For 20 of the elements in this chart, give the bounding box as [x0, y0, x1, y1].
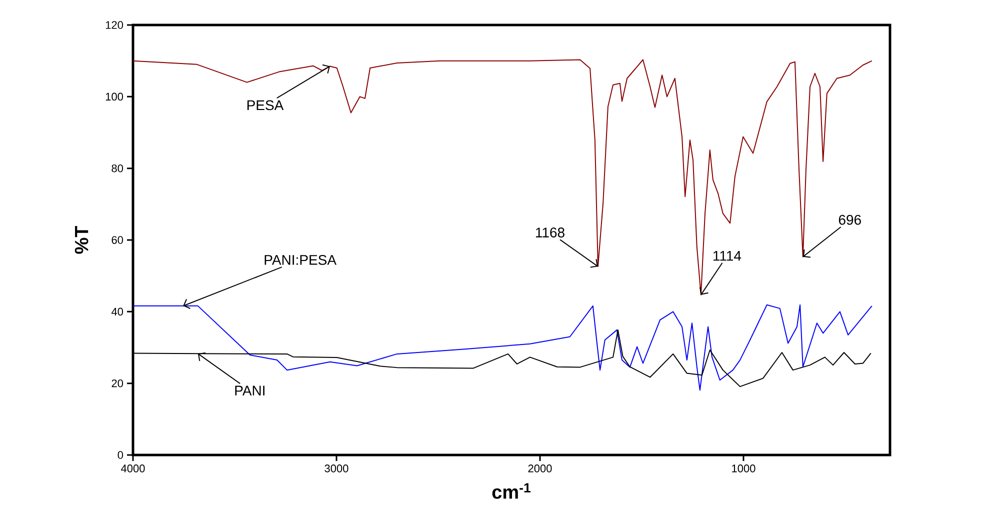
annotation: PANI:PESA [264, 254, 336, 265]
annotation: 696 [838, 214, 861, 225]
y-tick-label: 0 [118, 451, 124, 459]
x-tick-label: 4000 [121, 464, 145, 472]
y-tick-label: 80 [112, 164, 124, 172]
annotation: 1168 [536, 228, 564, 238]
y-tick-label: 40 [111, 308, 124, 316]
line-series [132, 59, 872, 296]
y-tick-label: 120 [106, 21, 124, 29]
annotation: 1114 [713, 251, 742, 261]
annotation: PANI [235, 386, 264, 396]
x-axis-title: cm$^{-1}$ [492, 483, 531, 499]
x-tick-label: 2000 [528, 464, 552, 472]
y-axis-title: %T [74, 226, 88, 254]
y-tick-label: 20 [112, 379, 124, 388]
x-tick-label: 1000 [732, 464, 756, 472]
y-tick-label: 100 [106, 92, 124, 101]
x-tick-label: 3000 [324, 464, 348, 472]
annotation: PESA [247, 100, 284, 110]
y-tick-label: 60 [112, 236, 124, 244]
